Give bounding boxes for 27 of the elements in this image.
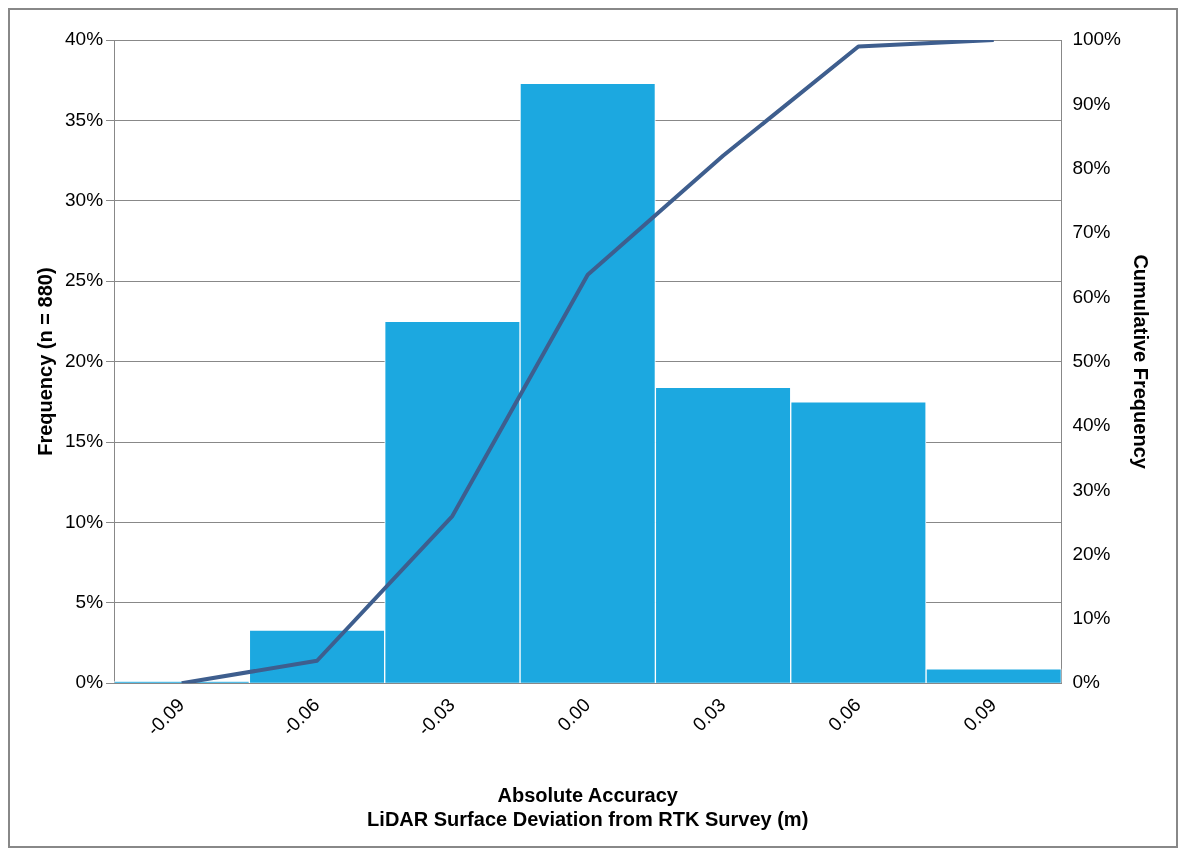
- y2-tick-label: 60%: [1072, 285, 1111, 307]
- x-tick-label: 0.00: [553, 694, 595, 735]
- y2-tick-label: 0%: [1072, 671, 1100, 693]
- y-tick-label: 20%: [65, 349, 104, 371]
- y2-tick-label: 80%: [1072, 156, 1111, 178]
- x-tick-label: 0.03: [688, 694, 730, 735]
- y2-axis-title: Cumulative Frequency: [1130, 254, 1153, 470]
- y-axis-title: Frequency (n = 880): [33, 267, 56, 456]
- y2-tick-label: 40%: [1072, 414, 1111, 436]
- y2-tick-label: 50%: [1072, 349, 1111, 371]
- y2-tick-label: 20%: [1072, 542, 1111, 564]
- y2-tick-label: 100%: [1072, 28, 1122, 50]
- y-tick-label: 30%: [65, 189, 104, 211]
- y-tick-label: 0%: [75, 671, 104, 693]
- x-tick-label: 0.09: [959, 694, 1001, 735]
- y2-tick-label: 70%: [1072, 221, 1111, 243]
- x-tick-label: 0.06: [823, 694, 865, 735]
- y-tick-label: 5%: [75, 591, 104, 613]
- y2-tick-label: 90%: [1072, 92, 1111, 114]
- y-tick-label: 15%: [65, 430, 104, 452]
- y-tick-label: 40%: [65, 28, 104, 50]
- y-tick-label: 10%: [65, 510, 104, 532]
- y2-tick-label: 30%: [1072, 478, 1111, 500]
- y-tick-label: 35%: [65, 108, 104, 130]
- x-axis-title: Absolute Accuracy LiDAR Surface Deviation from RTK Survey (m): [367, 783, 809, 830]
- y2-tick-label: 10%: [1072, 607, 1111, 629]
- y-tick-label: 25%: [65, 269, 104, 291]
